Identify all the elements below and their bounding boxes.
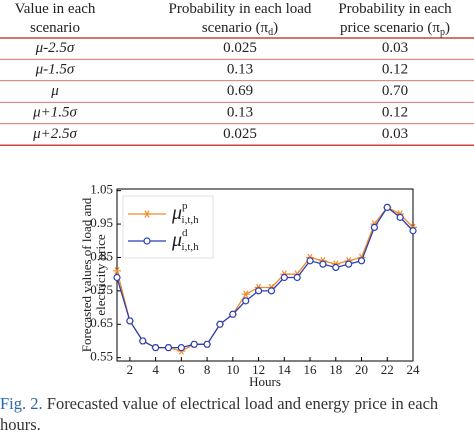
x-tick-label: 14: [278, 362, 292, 377]
x-tick-label: 6: [178, 362, 185, 377]
y-tick-label: 0.95: [90, 215, 113, 230]
circle-marker: [409, 227, 417, 235]
legend-entry: μp i,t,h: [171, 200, 199, 226]
star-marker: [113, 267, 121, 275]
x-axis-label: Hours: [249, 374, 281, 389]
table-header: Probability in each: [338, 1, 452, 17]
circle-marker: [267, 287, 276, 295]
circle-marker: [229, 310, 237, 318]
figure: Value in each scenario Probability in each…: [0, 1, 474, 389]
header-subscript: d: [268, 27, 273, 38]
header-text: scenario (π: [202, 20, 269, 36]
header-text: Value in each: [15, 1, 96, 17]
x-tick-label: 18: [329, 362, 342, 377]
circle-marker: [164, 344, 173, 352]
circle-marker: [216, 320, 224, 328]
circle-marker: [152, 344, 160, 352]
table-cell: 0.13: [227, 104, 253, 120]
table-cell: μ+1.5σ: [32, 104, 77, 120]
table-header: Probability in each load: [169, 1, 312, 17]
legend-entry: μd i,t,h: [171, 227, 199, 253]
circle-marker: [345, 260, 353, 268]
circle-marker: [113, 273, 121, 282]
table-header: Value in each: [15, 1, 96, 17]
y-tick-label: 0.75: [90, 282, 113, 297]
table-cell: μ-2.5σ: [35, 40, 75, 56]
circle-marker: [383, 203, 391, 211]
circle-marker: [306, 257, 314, 265]
x-tick-label: 16: [304, 362, 318, 377]
y-tick-label: 1.05: [90, 182, 113, 197]
table-cell: 0.025: [223, 126, 257, 142]
header-text: scenario: [30, 20, 80, 36]
x-tick-label: 10: [226, 362, 239, 377]
circle-marker: [139, 337, 147, 345]
header-text: Probability in each: [338, 1, 452, 17]
caption-label: Fig. 2.: [0, 394, 43, 413]
legend-superscript: d: [182, 227, 188, 239]
table-header: price scenario (πp): [340, 20, 450, 38]
header-text: ): [273, 20, 278, 36]
table-cell: μ: [50, 83, 59, 99]
circle-marker: [177, 344, 185, 352]
y-axis-label: electricity price: [93, 234, 108, 315]
circle-marker: [332, 263, 340, 272]
header-subscript: p: [440, 27, 445, 38]
legend-marker: [143, 210, 151, 218]
legend-subscript: i,t,h: [182, 214, 200, 226]
circle-marker: [190, 340, 198, 348]
legend-subscript: i,t,h: [182, 241, 200, 253]
x-tick-label: 12: [252, 362, 265, 377]
table-cell: 0.13: [227, 61, 253, 77]
legend-marker: [143, 237, 151, 245]
circle-marker: [396, 213, 404, 221]
circle-marker: [280, 273, 288, 282]
circle-marker: [370, 223, 378, 232]
header-text: ): [445, 20, 450, 36]
table-header: scenario: [30, 20, 80, 36]
table-cell: 0.025: [223, 40, 257, 56]
x-tick-label: 20: [355, 362, 368, 377]
table-cell: μ+2.5σ: [32, 126, 77, 142]
table-cell: μ-1.5σ: [35, 61, 75, 77]
legend-superscript: p: [182, 200, 188, 212]
caption-text: Forecasted value of electrical load and …: [0, 394, 439, 434]
circle-marker: [126, 317, 134, 325]
y-tick-label: 0.55: [90, 349, 113, 364]
x-tick-label: 24: [407, 362, 421, 377]
header-text: Probability in each load: [169, 1, 312, 17]
circle-marker: [319, 260, 327, 268]
table-cell: 0.12: [382, 104, 408, 120]
legend-name: μ: [171, 229, 182, 251]
x-tick-label: 22: [381, 362, 394, 377]
circle-marker: [357, 257, 366, 265]
circle-marker: [242, 297, 250, 305]
caption: Fig. 2. Forecasted value of electrical l…: [0, 393, 474, 435]
star-marker: [241, 290, 250, 298]
header-text: price scenario (π: [340, 20, 440, 36]
legend-box: [122, 195, 214, 259]
y-tick-label: 0.85: [90, 248, 113, 263]
y-axis-label: Forecasted values of load and: [79, 197, 94, 352]
table-cell: 0.70: [382, 83, 408, 99]
x-tick-label: 2: [127, 362, 134, 377]
circle-marker: [254, 287, 263, 295]
x-tick-label: 4: [152, 362, 159, 377]
table-cell: 0.12: [382, 61, 408, 77]
y-tick-label: 0.65: [90, 315, 113, 330]
table-header: scenario (πd): [202, 20, 278, 38]
x-tick-label: 8: [204, 362, 211, 377]
legend-name: μ: [171, 202, 182, 224]
table-cell: 0.69: [227, 83, 253, 99]
circle-marker: [203, 340, 211, 348]
table-cell: 0.03: [382, 40, 408, 56]
circle-marker: [293, 273, 301, 282]
table-cell: 0.03: [382, 126, 408, 142]
